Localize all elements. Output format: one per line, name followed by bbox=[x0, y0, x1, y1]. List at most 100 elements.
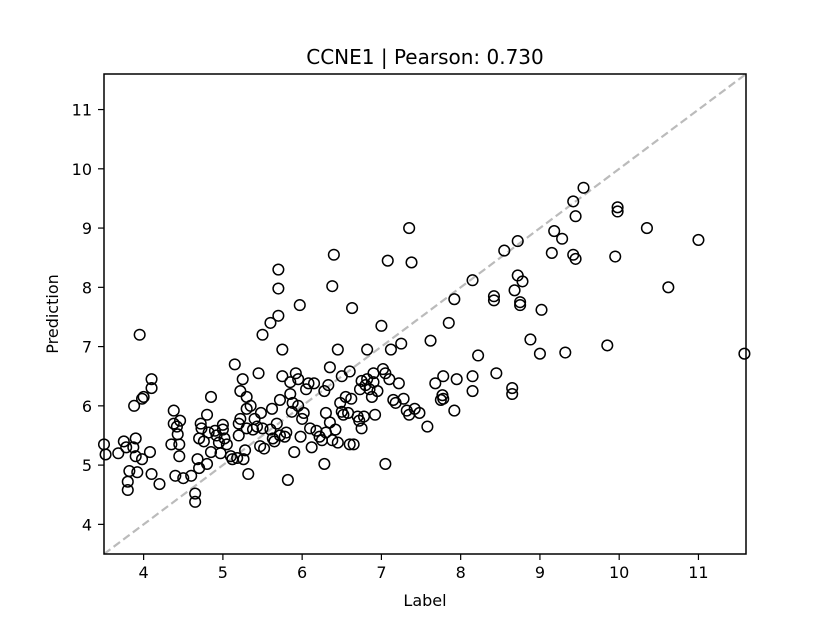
data-point bbox=[405, 256, 418, 269]
data-point bbox=[218, 432, 231, 445]
data-point bbox=[145, 382, 158, 395]
data-point bbox=[326, 280, 339, 293]
data-point bbox=[256, 422, 269, 435]
data-point bbox=[194, 417, 207, 430]
data-point bbox=[611, 201, 624, 214]
data-point bbox=[228, 358, 241, 371]
data-point bbox=[487, 290, 501, 303]
y-axis-label: Prediction bbox=[43, 274, 62, 353]
data-point bbox=[355, 374, 368, 388]
data-point bbox=[403, 222, 416, 235]
y-ticks: 4 5 6 7 8 9 10 11 bbox=[72, 101, 104, 534]
data-point bbox=[189, 495, 202, 508]
data-point bbox=[276, 370, 289, 383]
data-point bbox=[535, 303, 548, 316]
data-point bbox=[173, 438, 186, 451]
y-tick-label: 4 bbox=[82, 515, 92, 534]
data-point bbox=[244, 399, 257, 412]
x-tick-label: 9 bbox=[535, 563, 545, 582]
identity-reference-line bbox=[103, 73, 747, 555]
data-point bbox=[508, 284, 521, 297]
data-point bbox=[556, 232, 569, 245]
data-point bbox=[284, 387, 297, 401]
data-point bbox=[429, 377, 442, 390]
data-point bbox=[165, 438, 178, 451]
data-point bbox=[323, 361, 336, 374]
data-point bbox=[234, 384, 247, 398]
data-point bbox=[153, 478, 166, 491]
data-point bbox=[281, 473, 294, 486]
data-point bbox=[171, 428, 184, 441]
data-point bbox=[511, 235, 524, 248]
data-point bbox=[177, 472, 190, 485]
data-point bbox=[121, 475, 134, 488]
data-point bbox=[318, 384, 331, 398]
data-point bbox=[466, 384, 479, 398]
data-point bbox=[692, 233, 705, 246]
data-point bbox=[237, 453, 250, 466]
data-point bbox=[204, 446, 218, 459]
data-point bbox=[609, 250, 622, 263]
data-point bbox=[567, 195, 580, 208]
data-point bbox=[121, 483, 134, 497]
y-tick-label: 8 bbox=[82, 278, 92, 297]
data-point bbox=[129, 450, 142, 463]
data-point bbox=[371, 384, 384, 398]
data-point bbox=[232, 429, 245, 442]
y-tick-label: 9 bbox=[82, 219, 92, 238]
data-point bbox=[363, 383, 376, 396]
data-point bbox=[424, 334, 437, 347]
data-point bbox=[185, 469, 198, 482]
data-point bbox=[296, 412, 309, 425]
data-point bbox=[272, 282, 285, 295]
data-point bbox=[293, 299, 306, 312]
data-point bbox=[220, 438, 233, 451]
data-point bbox=[270, 417, 283, 430]
x-tick-label: 6 bbox=[297, 563, 307, 582]
x-tick-label: 7 bbox=[376, 563, 386, 582]
data-point bbox=[506, 387, 519, 401]
data-point bbox=[346, 302, 359, 315]
x-tick-label: 4 bbox=[139, 563, 149, 582]
data-point bbox=[305, 441, 318, 454]
data-point bbox=[273, 429, 287, 442]
data-point bbox=[143, 446, 157, 459]
data-point bbox=[145, 373, 158, 386]
data-point bbox=[343, 438, 356, 451]
data-point bbox=[256, 328, 269, 341]
data-point bbox=[272, 263, 285, 276]
x-tick-label: 8 bbox=[456, 563, 466, 582]
data-point bbox=[329, 423, 342, 436]
data-point bbox=[127, 441, 140, 454]
data-point bbox=[347, 438, 360, 451]
data-point bbox=[284, 376, 297, 389]
data-point bbox=[99, 448, 112, 461]
data-point bbox=[335, 370, 348, 383]
data-point bbox=[216, 423, 229, 436]
data-point bbox=[276, 343, 289, 356]
reference-line-layer bbox=[103, 73, 747, 555]
data-point bbox=[498, 244, 511, 257]
y-tick-label: 10 bbox=[72, 160, 92, 179]
data-point bbox=[120, 441, 133, 454]
data-point bbox=[387, 393, 400, 406]
data-point bbox=[355, 422, 368, 435]
data-point bbox=[174, 414, 187, 427]
data-point bbox=[516, 275, 529, 288]
data-point bbox=[357, 410, 371, 423]
data-point bbox=[254, 406, 267, 420]
data-point bbox=[524, 333, 537, 346]
y-tick-label: 7 bbox=[82, 338, 92, 357]
x-axis-label: Label bbox=[403, 591, 446, 610]
data-point bbox=[216, 418, 229, 431]
data-point bbox=[331, 343, 344, 356]
data-point bbox=[548, 224, 561, 238]
data-point bbox=[375, 319, 388, 332]
data-point bbox=[392, 377, 405, 390]
data-point bbox=[135, 453, 149, 466]
data-point bbox=[239, 444, 252, 457]
data-point bbox=[195, 422, 208, 435]
data-point bbox=[339, 390, 352, 404]
data-point bbox=[569, 210, 582, 223]
data-point bbox=[294, 430, 307, 443]
